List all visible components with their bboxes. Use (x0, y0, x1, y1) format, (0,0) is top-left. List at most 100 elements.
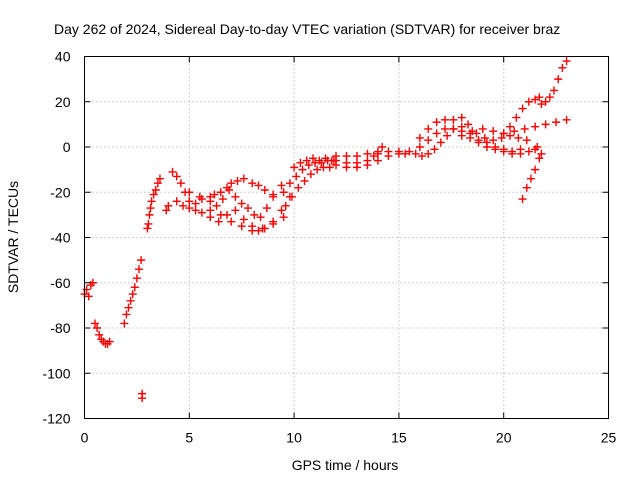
data-point (185, 188, 194, 197)
data-point (562, 57, 571, 66)
data-point (195, 192, 204, 201)
data-point (144, 219, 153, 228)
data-point (122, 310, 131, 319)
data-point (296, 158, 305, 167)
data-point (285, 179, 294, 188)
data-point (505, 122, 514, 131)
data-point (537, 149, 546, 158)
data-point (394, 147, 403, 156)
data-point (95, 330, 104, 339)
data-point (237, 199, 246, 208)
data-point (172, 197, 181, 206)
data-point (535, 93, 544, 102)
data-point (332, 161, 341, 170)
data-point (120, 319, 129, 328)
data-point (153, 179, 162, 188)
data-point (279, 213, 288, 222)
data-point (147, 197, 156, 206)
data-point (145, 210, 154, 219)
data-point (468, 127, 477, 136)
data-point (216, 210, 225, 219)
data-point (82, 285, 91, 294)
plot-frame (84, 56, 609, 419)
data-point (191, 206, 200, 215)
data-point (332, 152, 341, 161)
y-tick-label: -80 (50, 320, 70, 336)
data-point (417, 152, 426, 161)
data-point (441, 124, 450, 133)
data-point (489, 136, 498, 145)
data-point (126, 296, 135, 305)
data-point (128, 290, 137, 299)
data-point (288, 192, 297, 201)
data-point (441, 115, 450, 124)
data-point (505, 131, 514, 140)
data-point (298, 165, 307, 174)
data-point (508, 149, 517, 158)
data-point (482, 143, 491, 151)
data-point (510, 127, 519, 136)
data-point (550, 86, 559, 95)
data-point (137, 256, 146, 265)
data-point (256, 213, 265, 222)
data-point (558, 63, 567, 72)
data-point (541, 97, 550, 106)
x-tick-label: 0 (81, 430, 89, 446)
data-point (474, 138, 483, 147)
data-point (218, 195, 227, 204)
chart-title: Day 262 of 2024, Sidereal Day-to-day VTE… (54, 21, 560, 37)
data-point (321, 154, 330, 163)
data-point (281, 201, 290, 210)
data-point (432, 129, 441, 138)
data-point (260, 185, 269, 194)
data-point (518, 195, 527, 204)
data-point (105, 337, 114, 346)
data-point (378, 143, 387, 151)
data-point (84, 292, 93, 301)
data-point (541, 120, 550, 129)
x-tick-label: 20 (496, 430, 512, 446)
data-point (132, 274, 141, 283)
data-point (424, 136, 433, 145)
data-point (168, 167, 177, 176)
grid-lines (84, 56, 609, 419)
data-point (537, 100, 546, 109)
data-point (210, 190, 219, 199)
data-point (342, 152, 351, 161)
data-point (227, 179, 236, 188)
data-point (480, 133, 489, 142)
data-point (405, 147, 414, 156)
data-point (325, 163, 334, 172)
data-point (449, 115, 458, 124)
data-point (277, 206, 286, 215)
y-axis-label: SDTVAR / TECUs (5, 181, 21, 293)
data-point (250, 210, 259, 219)
data-point (197, 208, 206, 217)
data-point (373, 156, 382, 165)
data-point (294, 183, 303, 192)
data-point (449, 124, 458, 133)
data-point (172, 172, 181, 181)
data-point (231, 206, 240, 215)
data-point (239, 215, 248, 224)
data-point (464, 120, 473, 129)
data-point (225, 185, 234, 194)
data-point (552, 118, 561, 127)
y-tick-label: -100 (42, 365, 70, 381)
data-point (233, 176, 242, 185)
data-point (302, 156, 311, 165)
data-point (489, 127, 498, 136)
data-point (401, 149, 410, 158)
data-point (277, 181, 286, 190)
data-point (466, 133, 475, 142)
data-point (499, 129, 508, 138)
data-point (342, 163, 351, 172)
data-point (497, 133, 506, 142)
data-point (269, 219, 278, 228)
data-point (363, 149, 372, 158)
x-tick-label: 25 (601, 430, 617, 446)
data-point (185, 197, 194, 206)
data-point (512, 113, 521, 122)
data-point (522, 136, 531, 145)
x-tick-label: 15 (391, 430, 407, 446)
